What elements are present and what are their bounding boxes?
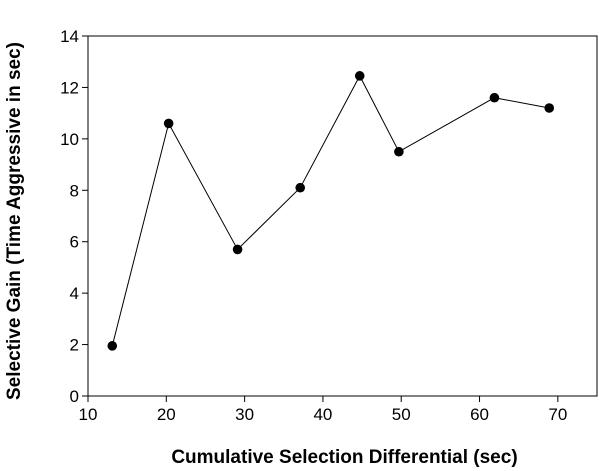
series-line-group: [111, 74, 550, 346]
y-axis: 0 2 4 6 8 10 12 14: [60, 27, 88, 406]
data-point: [394, 146, 404, 157]
y-axis-title: Selective Gain (Time Aggressive in sec): [4, 42, 25, 400]
data-point: [544, 103, 555, 113]
x-tick-label: 70: [548, 405, 567, 424]
y-tick-label: 6: [70, 233, 79, 252]
x-tick-label: 30: [235, 405, 254, 424]
data-point: [489, 92, 500, 103]
x-tick-label: 20: [157, 405, 176, 424]
y-tick-label: 0: [70, 387, 79, 406]
plot-area: [87, 35, 598, 397]
x-tick-label: 50: [392, 405, 411, 424]
data-point: [295, 182, 306, 193]
y-tick-label: 8: [70, 181, 79, 200]
series-line: [111, 74, 550, 346]
y-tick-label: 4: [70, 284, 79, 303]
data-point: [232, 244, 243, 255]
data-point: [163, 118, 174, 129]
x-axis: 10 20 30 40 50 60 70: [79, 396, 567, 424]
plot-border: [87, 35, 598, 397]
y-tick-label: 10: [60, 130, 79, 149]
y-tick-label: 2: [70, 336, 79, 355]
y-tick-label: 14: [60, 27, 79, 46]
x-axis-title: Cumulative Selection Differential (sec): [171, 447, 517, 468]
data-point: [354, 71, 365, 81]
x-tick-label: 60: [470, 405, 489, 424]
y-tick-label: 12: [60, 78, 79, 97]
x-tick-label: 10: [79, 405, 98, 424]
series-points-group: [107, 71, 555, 351]
data-point: [107, 341, 118, 351]
x-tick-label: 40: [313, 405, 332, 424]
